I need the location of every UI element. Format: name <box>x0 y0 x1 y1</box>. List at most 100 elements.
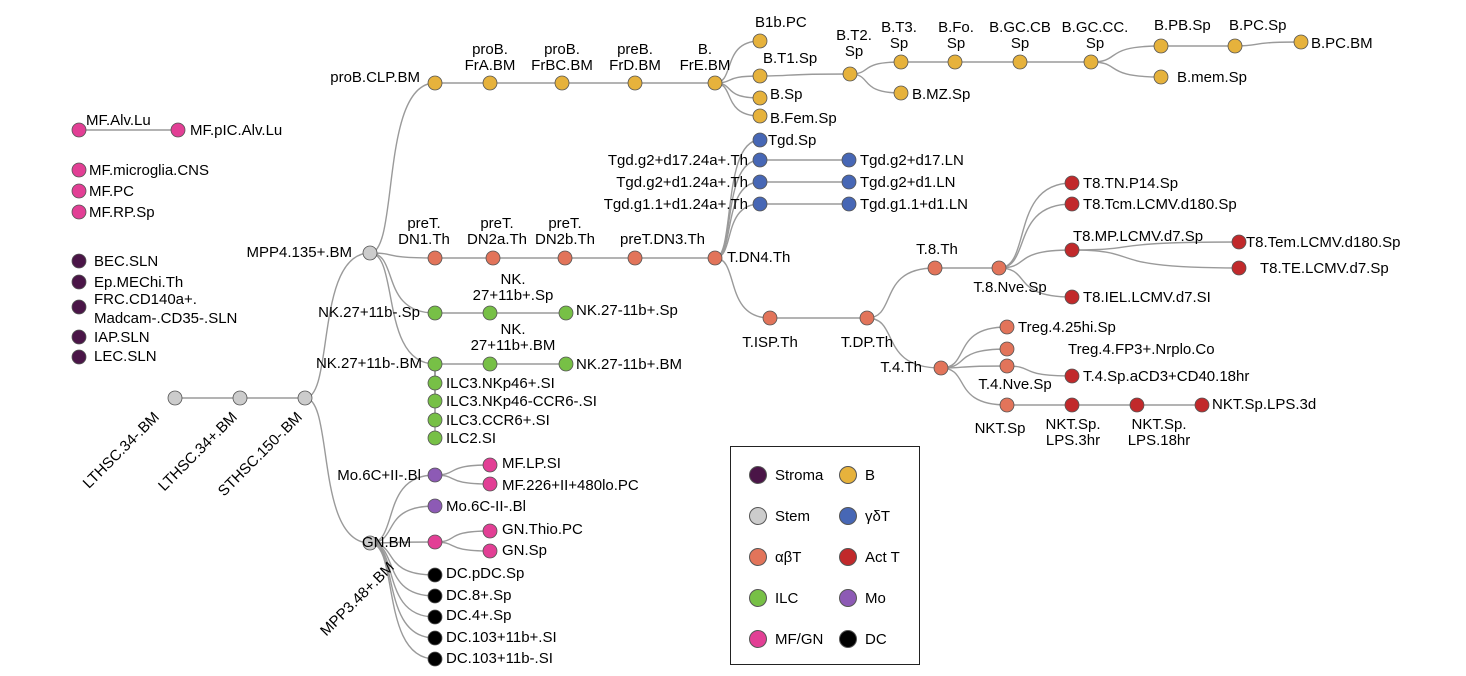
node-label: Ep.MEChi.Th <box>94 274 183 291</box>
node-label: Tgd.g2+d17.LN <box>860 152 964 169</box>
node-Tgdg11 <box>752 196 768 212</box>
lineage-edge <box>304 397 371 544</box>
legend-item-abt: αβT <box>749 546 801 568</box>
node-MF226 <box>482 476 498 492</box>
node-label: NK. 27+11b+.Sp <box>473 271 554 304</box>
node-label: proB. FrA.BM <box>465 41 516 74</box>
node-Treg425 <box>999 319 1015 335</box>
node-GNBM <box>427 534 443 550</box>
lineage-edge <box>1090 45 1162 63</box>
node-STHSC150m <box>297 390 313 406</box>
legend-item-ilc: ILC <box>749 587 798 609</box>
node-T8Nve <box>991 260 1007 276</box>
node-preTDN2a <box>485 250 501 266</box>
node-NKTSp <box>999 397 1015 413</box>
node-label: MF.RP.Sp <box>89 204 155 221</box>
node-MFmicroglia <box>71 162 87 178</box>
node-label: T.DN4.Th <box>727 249 790 266</box>
node-T8TE <box>1231 260 1247 276</box>
legend-label: Act T <box>865 548 900 566</box>
node-FRC <box>71 299 87 315</box>
node-label: ILC2.SI <box>446 430 496 447</box>
node-label: MF.LP.SI <box>502 455 561 472</box>
node-preBFrD <box>627 75 643 91</box>
node-label: GN.Thio.PC <box>502 521 583 538</box>
node-MPP3 <box>362 535 378 551</box>
legend-item-gdt: γδT <box>839 505 890 527</box>
node-BFemSp <box>752 108 768 124</box>
lineage-edge <box>849 73 902 94</box>
node-label: T.4.Th <box>880 359 922 376</box>
node-label: LTHSC.34-.BM <box>80 409 163 492</box>
node-label: MF.226+II+480lo.PC <box>502 477 639 494</box>
node-ILC3NKp46m <box>427 393 443 409</box>
node-label: B.Fo. Sp <box>938 19 974 52</box>
node-label: T.4.Nve.Sp <box>978 376 1051 393</box>
node-BmemSp <box>1153 69 1169 85</box>
legend-label: DC <box>865 630 887 648</box>
node-label: ILC3.NKp46-CCR6-.SI <box>446 393 597 410</box>
node-label: B.T1.Sp <box>763 50 817 67</box>
node-Tgd1LN <box>841 174 857 190</box>
node-label: B.Fem.Sp <box>770 110 837 127</box>
node-label: T8.Tcm.LCMV.d180.Sp <box>1083 196 1237 213</box>
node-label: MPP4.135+.BM <box>247 244 352 261</box>
node-label: GN.Sp <box>502 542 547 559</box>
lineage-edge <box>1071 241 1240 251</box>
legend-swatch <box>749 507 767 525</box>
node-TDP <box>859 310 875 326</box>
node-NK2711bmBM <box>558 356 574 372</box>
node-BMZSp <box>893 85 909 101</box>
node-T8Tem <box>1231 234 1247 250</box>
legend-label: MF/GN <box>775 630 824 648</box>
node-GNThio <box>482 523 498 539</box>
node-MFAlvLu <box>71 122 87 138</box>
lineage-edge <box>940 365 1008 369</box>
node-label: T8.TE.LCMV.d7.Sp <box>1260 260 1389 277</box>
node-label: Treg.4.25hi.Sp <box>1018 319 1116 336</box>
node-label: NK.27-11b+.Sp <box>576 302 678 319</box>
node-label: B.GC.CC. Sp <box>1062 19 1129 52</box>
node-label: B.Sp <box>770 86 803 103</box>
node-label: NK.27+11b-.BM <box>316 355 422 372</box>
node-BPCSp <box>1227 38 1243 54</box>
node-label: Treg.4.FP3+.Nrplo.Co <box>1068 341 1215 358</box>
node-label: preT.DN3.Th <box>620 231 705 248</box>
node-preTDN3 <box>627 250 643 266</box>
node-BPBSp <box>1153 38 1169 54</box>
node-label: Tgd.Sp <box>768 132 816 149</box>
node-MFRPSp <box>71 204 87 220</box>
node-label: preB. FrD.BM <box>609 41 661 74</box>
legend-swatch <box>749 589 767 607</box>
legend-label: γδT <box>865 507 891 525</box>
node-MFPC <box>71 183 87 199</box>
node-label: T8.MP.LCMV.d7.Sp <box>1073 228 1203 245</box>
lineage-edge <box>1006 365 1073 377</box>
node-TDN4 <box>707 250 723 266</box>
node-MPP4 <box>362 245 378 261</box>
lineage-edge <box>998 267 1073 298</box>
node-label: Mo.6C+II-.Bl <box>337 467 421 484</box>
node-label: T8.TN.P14.Sp <box>1083 175 1178 192</box>
node-label: LEC.SLN <box>94 348 157 365</box>
node-ILC3CCR6 <box>427 412 443 428</box>
node-label: T.ISP.Th <box>742 334 798 351</box>
legend-label: Stem <box>775 507 811 525</box>
node-T8IEL <box>1064 289 1080 305</box>
lineage-edge <box>759 73 851 77</box>
node-label: B1b.PC <box>755 14 807 31</box>
node-BT2Sp <box>842 66 858 82</box>
node-label: B.PB.Sp <box>1154 17 1211 34</box>
node-label: DC.8+.Sp <box>446 587 511 604</box>
node-T8MP <box>1064 242 1080 258</box>
legend-label: ILC <box>775 589 799 607</box>
lineage-edge <box>714 181 761 259</box>
node-label: NK. 27+11b+.BM <box>471 321 556 354</box>
node-TregFP3 <box>999 341 1015 357</box>
node-BSp <box>752 90 768 106</box>
node-B1bPC <box>752 33 768 49</box>
node-Mo6Cm <box>427 498 443 514</box>
legend-label: αβT <box>775 548 802 566</box>
node-BPCBM <box>1293 34 1309 50</box>
node-DC103m <box>427 651 443 667</box>
